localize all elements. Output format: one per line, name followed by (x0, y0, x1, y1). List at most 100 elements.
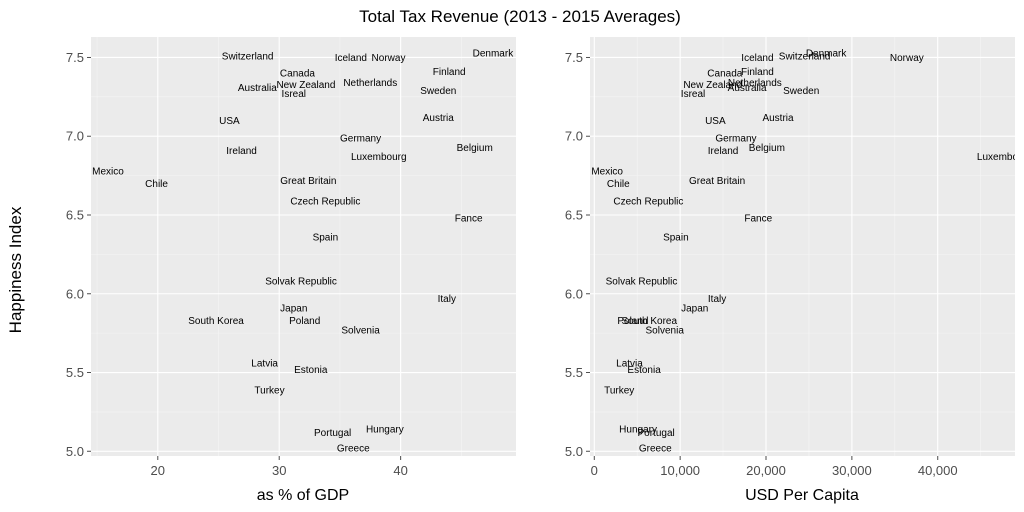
point-label: Chile (145, 179, 168, 190)
point-label: Spain (663, 233, 689, 244)
point-label: Denmark (806, 48, 848, 59)
y-tick-label: 5.5 (66, 365, 84, 380)
right-panel-y-ticks: 5.0 5.5 6.0 6.5 7.0 7.5 (565, 50, 590, 459)
right-panel-background (590, 37, 1015, 456)
x-tick-label: 0 (591, 463, 598, 478)
point-label: Hungary (619, 425, 657, 436)
point-label: New Zealand (683, 80, 742, 91)
y-tick-label: 7.5 (66, 50, 84, 65)
y-tick-label: 5.0 (66, 444, 84, 459)
point-label: Chile (607, 179, 630, 190)
y-tick-label: 5.0 (565, 444, 583, 459)
point-label: Belgium (749, 143, 785, 154)
point-label: Estonia (294, 365, 328, 376)
chart-title: Total Tax Revenue (2013 - 2015 Averages) (359, 7, 681, 26)
point-label: Greece (639, 444, 672, 455)
point-label: Australia (238, 83, 277, 94)
left-panel-major-grid (91, 37, 516, 456)
point-label: Poland (289, 316, 320, 327)
point-label: Ireland (708, 146, 739, 157)
point-label: Great Britain (689, 176, 745, 187)
point-label: Solvak Republic (606, 277, 678, 288)
point-label: Norway (372, 53, 406, 64)
point-label: Switzerland (779, 51, 831, 62)
y-tick-label: 5.5 (565, 365, 583, 380)
left-panel-minor-grid (91, 37, 516, 456)
point-label: Estonia (627, 365, 661, 376)
point-label: Luxembourg (977, 152, 1024, 163)
x-tick-label: 10,000 (660, 463, 700, 478)
point-label: USA (219, 116, 240, 127)
point-label: Spain (313, 233, 339, 244)
point-label: Belgium (457, 143, 493, 154)
x-tick-label: 20,000 (746, 463, 786, 478)
y-tick-label: 6.5 (565, 207, 583, 222)
point-label: Latvia (616, 359, 643, 370)
right-panel-x-ticks: 0 10,000 20,000 30,000 40,000 (591, 456, 958, 478)
point-label: Turkey (604, 385, 634, 396)
x-tick-label: 40,000 (918, 463, 958, 478)
point-label: Austria (423, 113, 455, 124)
y-tick-label: 6.5 (66, 207, 84, 222)
y-tick-label: 7.0 (66, 129, 84, 144)
point-label: Austria (762, 113, 794, 124)
point-label: Latvia (251, 359, 278, 370)
point-label: Canada (707, 69, 742, 80)
point-label: Japan (280, 303, 307, 314)
y-tick-label: 6.0 (66, 286, 84, 301)
point-label: Solvak Republic (265, 277, 337, 288)
point-label: Finland (741, 67, 774, 78)
point-label: Solvenia (341, 325, 380, 336)
point-label: Germany (340, 133, 381, 144)
left-panel-x-ticks: 20 30 40 (151, 456, 408, 478)
point-label: Turkey (254, 385, 284, 396)
point-label: Poland (617, 316, 648, 327)
x-tick-label: 30 (272, 463, 286, 478)
point-label: Isreal (681, 89, 705, 100)
point-label: Switzerland (222, 51, 274, 62)
point-label: Solvenia (646, 325, 685, 336)
point-label: Czech Republic (290, 196, 360, 207)
point-label: New Zealand (276, 80, 335, 91)
point-label: Norway (890, 53, 924, 64)
y-tick-label: 7.0 (565, 129, 583, 144)
point-label: Japan (681, 303, 708, 314)
point-label: Iceland (335, 53, 367, 64)
point-label: Hungary (366, 425, 404, 436)
point-label: Luxembourg (351, 152, 407, 163)
point-label: Portugal (637, 428, 674, 439)
point-label: Canada (280, 69, 315, 80)
point-label: Fance (744, 214, 772, 225)
right-panel-minor-grid (590, 37, 1015, 456)
point-label: Sweden (420, 86, 456, 97)
point-label: Germany (715, 133, 756, 144)
point-label: Greece (337, 444, 370, 455)
point-label: Great Britain (280, 176, 336, 187)
left-panel-x-axis-label: as % of GDP (257, 487, 349, 504)
point-label: USA (705, 116, 726, 127)
point-label: Iceland (741, 53, 773, 64)
point-label: Isreal (282, 89, 306, 100)
point-label: Netherlands (343, 78, 397, 89)
point-label: Czech Republic (613, 196, 683, 207)
point-label: Italy (438, 294, 456, 305)
y-tick-label: 6.0 (565, 286, 583, 301)
point-label: Finland (433, 67, 466, 78)
left-panel: Denmark Switzerland Iceland Norway Finland Ca… (66, 37, 516, 504)
point-label: South Korea (621, 316, 677, 327)
y-tick-label: 7.5 (565, 50, 583, 65)
point-label: Denmark (473, 48, 515, 59)
x-tick-label: 40 (393, 463, 407, 478)
x-tick-label: 30,000 (832, 463, 872, 478)
right-panel-major-grid (590, 37, 1015, 456)
point-label: Ireland (226, 146, 257, 157)
left-panel-y-ticks: 5.0 5.5 6.0 6.5 7.0 7.5 (66, 50, 91, 459)
y-axis-label: Happiness Index (6, 206, 25, 333)
point-label: Portugal (314, 428, 351, 439)
left-panel-background (91, 37, 516, 456)
point-label: Mexico (92, 166, 124, 177)
point-label: South Korea (188, 316, 244, 327)
